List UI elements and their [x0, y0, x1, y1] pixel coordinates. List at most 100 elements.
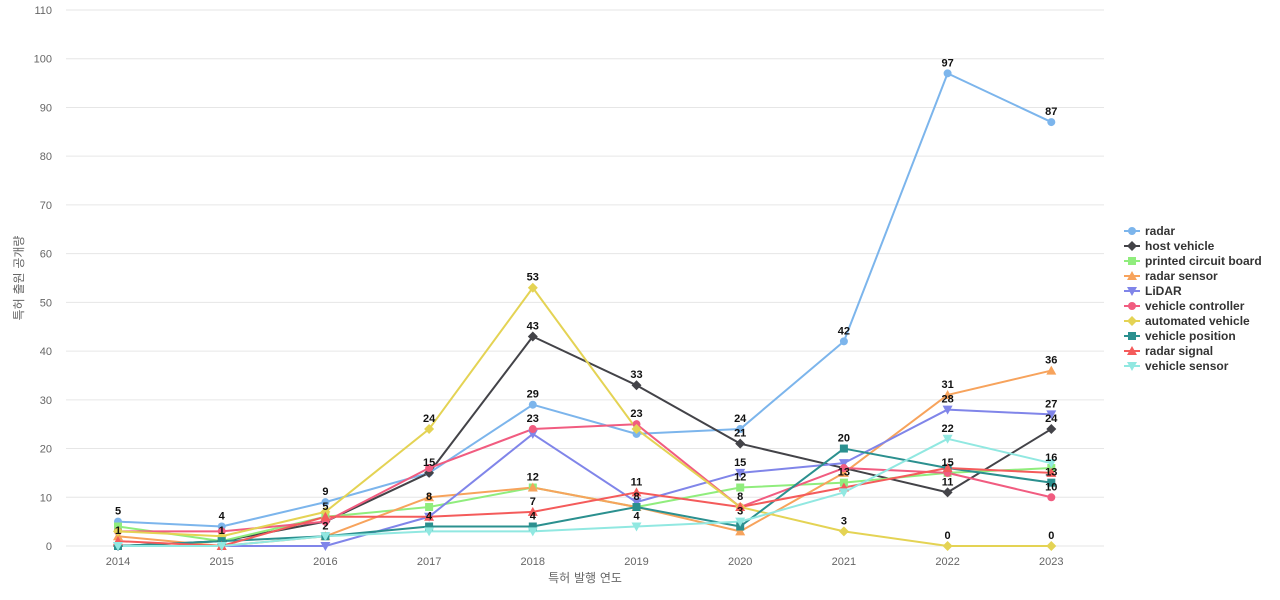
- data-label: 4: [219, 511, 226, 523]
- data-label: 5: [115, 506, 121, 518]
- legend-item-vehicle-position[interactable]: vehicle position: [1124, 329, 1236, 343]
- data-point-vehicle-sensor: [424, 527, 435, 537]
- legend-item-radar[interactable]: radar: [1124, 224, 1175, 238]
- data-label: 5: [322, 501, 328, 513]
- x-tick-label: 2022: [935, 556, 959, 568]
- marker-layer: [113, 69, 1057, 551]
- data-label: 2: [322, 520, 328, 532]
- y-tick-label: 10: [40, 492, 52, 504]
- x-tick-label: 2018: [521, 556, 545, 568]
- legend-item-radar-sensor[interactable]: radar sensor: [1124, 269, 1218, 283]
- data-point-vehicle-sensor: [838, 488, 849, 498]
- legend-marker: [1128, 332, 1136, 340]
- data-label: 24: [1045, 413, 1058, 425]
- data-point-radar: [736, 425, 745, 434]
- data-point-host-vehicle: [942, 487, 953, 498]
- legend-item-automated-vehicle[interactable]: automated vehicle: [1124, 314, 1250, 328]
- data-point-vehicle-position: [839, 444, 848, 453]
- data-point-vehicle-sensor: [631, 522, 642, 532]
- data-point-lidar: [735, 468, 746, 478]
- legend-label: vehicle sensor: [1145, 359, 1229, 373]
- data-label: 24: [423, 413, 436, 425]
- data-point-vehicle-position: [1047, 478, 1056, 487]
- y-tick-label: 80: [40, 151, 52, 163]
- y-tick-label: 70: [40, 200, 52, 212]
- data-point-radar-sensor: [424, 492, 435, 502]
- data-point-radar-signal: [320, 511, 331, 521]
- series-line-radar-signal: [117, 467, 1052, 547]
- data-label: 43: [527, 320, 539, 332]
- data-label: 20: [838, 433, 850, 445]
- legend-label: LiDAR: [1145, 284, 1182, 298]
- data-label: 12: [527, 472, 539, 484]
- x-tick-label: 2016: [313, 556, 337, 568]
- data-label: 9: [322, 486, 328, 498]
- x-tick-label: 2017: [417, 556, 441, 568]
- data-point-host-vehicle: [1046, 424, 1057, 435]
- legend-marker: [1127, 362, 1137, 371]
- data-point-lidar: [527, 429, 538, 439]
- data-label: 11: [631, 476, 643, 488]
- data-point-radar-signal: [527, 506, 538, 516]
- y-tick-label: 90: [40, 102, 52, 114]
- series-line-lidar: [118, 408, 1052, 547]
- legend-item-printed-circuit-board[interactable]: printed circuit board: [1124, 254, 1262, 268]
- x-tick-label: 2020: [728, 556, 752, 568]
- data-label: 1: [115, 525, 121, 537]
- data-point-radar-sensor: [838, 467, 849, 477]
- legend-item-radar-signal[interactable]: radar signal: [1124, 344, 1213, 358]
- legend-item-host-vehicle[interactable]: host vehicle: [1124, 239, 1215, 253]
- data-point-host-vehicle: [735, 438, 746, 449]
- data-point-radar-sensor: [942, 389, 953, 399]
- y-tick-label: 50: [40, 297, 52, 309]
- y-tick-label: 60: [40, 249, 52, 261]
- data-label: 3: [841, 515, 847, 527]
- data-label: 11: [942, 476, 954, 488]
- data-point-radar: [839, 337, 848, 346]
- legend-item-vehicle-sensor[interactable]: vehicle sensor: [1124, 359, 1229, 373]
- data-point-host-vehicle: [631, 380, 642, 391]
- data-label: 36: [1045, 355, 1057, 367]
- data-point-radar-sensor: [1046, 365, 1057, 375]
- x-tick-label: 2019: [624, 556, 648, 568]
- y-tick-label: 100: [34, 54, 52, 66]
- data-point-radar-sensor: [735, 526, 746, 536]
- data-point-vehicle-sensor: [113, 542, 123, 551]
- data-point-automated-vehicle: [838, 526, 849, 537]
- data-label: 16: [1045, 452, 1057, 464]
- data-label: 4: [530, 511, 537, 523]
- y-axis: 0 10 20 30 40 50 60 70 80 90 100 110: [34, 5, 52, 553]
- legend-marker: [1127, 346, 1137, 355]
- legend-item-lidar[interactable]: LiDAR: [1124, 284, 1182, 298]
- data-point-automated-vehicle: [527, 282, 538, 293]
- series-line-automated-vehicle: [117, 286, 1052, 547]
- series-line-radar: [117, 72, 1052, 528]
- data-point-radar-sensor: [527, 482, 538, 492]
- data-point-vehicle-position: [425, 522, 434, 531]
- x-tick-label: 2021: [832, 556, 856, 568]
- data-point-vehicle-position: [632, 503, 641, 512]
- x-tick-label: 2015: [209, 556, 233, 568]
- data-label: 12: [734, 472, 746, 484]
- series-line-vehicle-position: [117, 447, 1052, 547]
- data-point-vehicle-sensor: [735, 517, 746, 527]
- data-label: 0: [1048, 530, 1054, 542]
- data-point-automated-vehicle: [113, 526, 123, 537]
- y-axis-title: 특허 출원 공개량: [12, 236, 26, 321]
- data-label: 10: [1045, 481, 1057, 493]
- data-point-vehicle-controller: [528, 425, 537, 434]
- data-label: 31: [941, 379, 953, 391]
- data-label: 8: [737, 491, 743, 503]
- legend-item-vehicle-controller[interactable]: vehicle controller: [1124, 299, 1245, 313]
- y-tick-label: 40: [40, 346, 52, 358]
- data-label: 13: [1045, 467, 1057, 479]
- data-point-radar-signal: [631, 487, 642, 497]
- series-line-printed-circuit-board: [117, 467, 1052, 543]
- y-tick-label: 110: [34, 5, 52, 17]
- data-label: 53: [527, 272, 539, 284]
- legend-marker: [1128, 227, 1136, 235]
- data-point-lidar: [320, 542, 331, 551]
- data-point-lidar: [631, 498, 642, 508]
